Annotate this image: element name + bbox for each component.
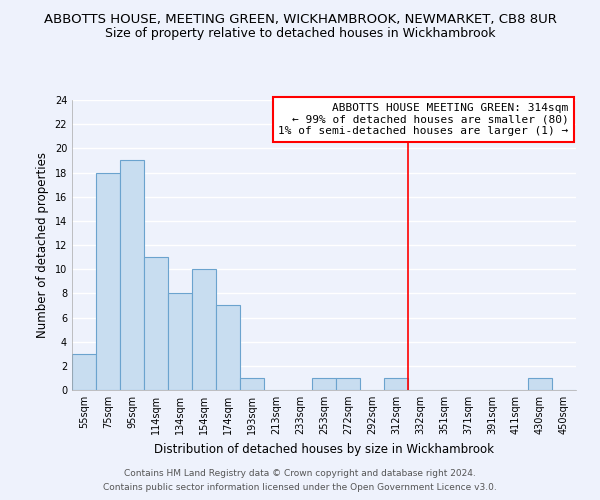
Bar	[192, 269, 216, 390]
Bar	[384, 378, 408, 390]
Text: ABBOTTS HOUSE, MEETING GREEN, WICKHAMBROOK, NEWMARKET, CB8 8UR: ABBOTTS HOUSE, MEETING GREEN, WICKHAMBRO…	[44, 12, 556, 26]
Text: Contains public sector information licensed under the Open Government Licence v3: Contains public sector information licen…	[103, 484, 497, 492]
Bar	[168, 294, 192, 390]
Text: Contains HM Land Registry data © Crown copyright and database right 2024.: Contains HM Land Registry data © Crown c…	[124, 468, 476, 477]
Bar	[240, 378, 264, 390]
Bar	[528, 378, 552, 390]
Bar	[144, 257, 168, 390]
Bar	[216, 306, 240, 390]
Bar	[336, 378, 360, 390]
Bar	[72, 354, 96, 390]
X-axis label: Distribution of detached houses by size in Wickhambrook: Distribution of detached houses by size …	[154, 442, 494, 456]
Text: ABBOTTS HOUSE MEETING GREEN: 314sqm
← 99% of detached houses are smaller (80)
1%: ABBOTTS HOUSE MEETING GREEN: 314sqm ← 99…	[278, 103, 568, 136]
Bar	[96, 172, 120, 390]
Bar	[312, 378, 336, 390]
Y-axis label: Number of detached properties: Number of detached properties	[36, 152, 49, 338]
Bar	[120, 160, 144, 390]
Text: Size of property relative to detached houses in Wickhambrook: Size of property relative to detached ho…	[105, 28, 495, 40]
